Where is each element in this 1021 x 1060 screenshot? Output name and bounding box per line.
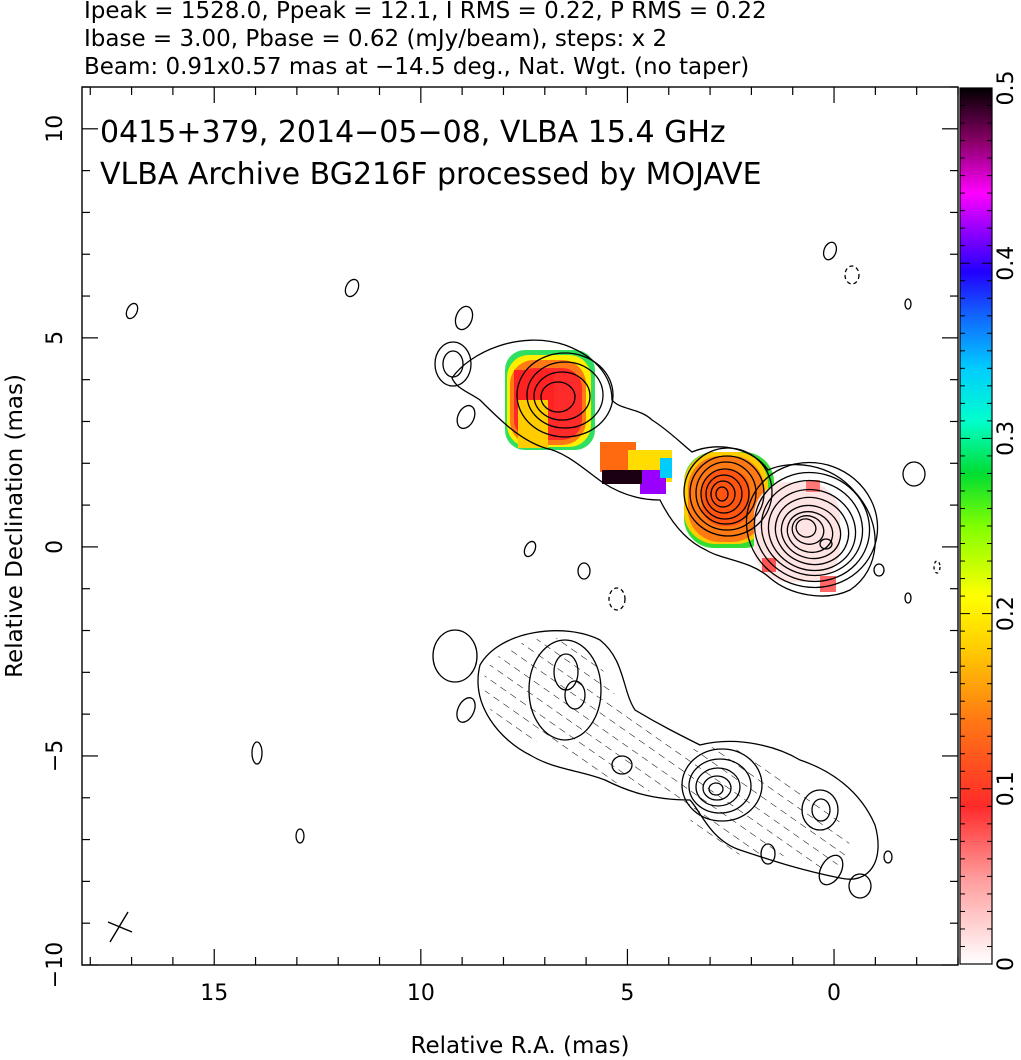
lower-contour-b-5 xyxy=(708,782,724,796)
x-axis-label: Relative R.A. (mas) xyxy=(411,1033,630,1059)
intensity-contours-upper xyxy=(125,241,941,611)
plot-frame xyxy=(81,86,959,966)
lower-blob-8 xyxy=(883,850,893,864)
header-line-3: Beam: 0.91x0.57 mas at −14.5 deg., Nat. … xyxy=(84,54,749,80)
blob-11 xyxy=(577,562,591,580)
beam-marker xyxy=(107,911,133,943)
lower-contour-b-3 xyxy=(695,767,741,807)
intensity-contours-lower xyxy=(251,629,893,899)
lower-blob-2 xyxy=(456,697,476,723)
lower-contour-b-4 xyxy=(702,775,732,801)
blob-12 xyxy=(608,587,626,611)
colorbar-tick-label: 0.5 xyxy=(994,71,1019,106)
x-tick-label: 10 xyxy=(407,981,435,1006)
contour-b-4 xyxy=(700,468,750,520)
contour-b-1 xyxy=(683,447,773,537)
contour-core-5 xyxy=(774,496,850,566)
contour-b-6 xyxy=(710,480,736,508)
x-tick-label: 5 xyxy=(620,981,634,1006)
lower-contour-b-2 xyxy=(688,758,752,814)
hatched-jet-region xyxy=(484,638,850,871)
lower-blob-1 xyxy=(432,629,478,683)
contour-core-9 xyxy=(795,518,817,538)
y-tick-label: −5 xyxy=(43,740,68,772)
lower-contour-d xyxy=(611,755,633,775)
header: Ipeak = 1528.0, Ppeak = 12.1, I RMS = 0.… xyxy=(84,0,767,80)
blob-14 xyxy=(904,592,912,604)
blob-9 xyxy=(902,461,926,487)
contour-a-2 xyxy=(526,361,604,429)
colorbar-gradient xyxy=(960,88,992,964)
blob-1 xyxy=(434,341,472,387)
blob-1-inner xyxy=(442,350,464,378)
contour-b-2 xyxy=(689,455,765,531)
x-tick-label: 0 xyxy=(827,981,841,1006)
contour-core-8 xyxy=(791,515,825,545)
pol-bridge-cyan xyxy=(660,458,672,478)
pol-region-core-spot1 xyxy=(762,558,776,572)
y-axis-label: Relative Declination (mas) xyxy=(2,374,28,678)
blob-3 xyxy=(456,404,476,430)
blob-15 xyxy=(933,560,941,574)
x-tick-label: 15 xyxy=(200,981,228,1006)
blob-7 xyxy=(844,265,860,285)
y-tick-label: 0 xyxy=(43,540,68,554)
archive-annotation: VLBA Archive BG216F processed by MOJAVE xyxy=(100,157,762,192)
colorbar-tick-label: 0.2 xyxy=(994,596,1019,631)
colorbar-tick-label: 0.4 xyxy=(994,246,1019,281)
lower-blob-4 xyxy=(295,828,305,844)
contour-b-7 xyxy=(715,486,729,502)
colorbar-tick-label: 0.3 xyxy=(994,421,1019,456)
blob-13 xyxy=(873,563,885,577)
header-line-2: Ibase = 3.00, Pbase = 0.62 (mJy/beam), s… xyxy=(84,26,667,52)
lower-blob-5 xyxy=(760,843,776,865)
pol-region-a-tail xyxy=(518,400,548,448)
contour-core-3 xyxy=(760,479,864,577)
contour-a-1 xyxy=(516,352,614,438)
blob-6 xyxy=(822,241,838,261)
blob-10 xyxy=(523,540,537,558)
pol-region-b-core xyxy=(702,470,750,526)
lower-contour-a-3 xyxy=(564,680,586,710)
blob-8 xyxy=(904,298,912,310)
blob-2 xyxy=(454,305,474,331)
lower-jet-outer-contour xyxy=(477,630,879,880)
y-axis-ticks: 10 5 0 −5 −10 xyxy=(43,86,958,988)
colorbar-ticks: 0 0.1 0.2 0.3 0.4 0.5 xyxy=(960,71,1019,971)
contour-core-6 xyxy=(780,504,842,560)
contour-core-2 xyxy=(753,471,871,583)
pol-region-core-spot2 xyxy=(820,576,836,592)
blob-5 xyxy=(344,278,360,298)
lower-blob-3 xyxy=(251,741,263,765)
contour-b-3 xyxy=(695,461,757,525)
contour-b-5 xyxy=(705,474,743,514)
blob-4 xyxy=(125,302,139,320)
lower-contour-b-1 xyxy=(681,748,763,822)
contour-a-4 xyxy=(540,381,576,413)
colorbar-tick-label: 0.1 xyxy=(994,771,1019,806)
contour-a-3 xyxy=(533,371,591,421)
y-tick-label: 5 xyxy=(43,331,68,345)
lower-contour-c-1 xyxy=(801,789,839,831)
plot-area: 0415+379, 2014−05−08, VLBA 15.4 GHz VLBA… xyxy=(100,115,941,943)
pol-bridge-dark xyxy=(602,470,642,484)
contour-core-7 xyxy=(786,510,834,554)
lower-contour-c-2 xyxy=(811,798,831,822)
colorbar-tick-label: 0 xyxy=(994,957,1019,971)
contour-core-4 xyxy=(767,488,857,572)
y-tick-label: −10 xyxy=(43,942,68,988)
x-axis-ticks: 15 10 5 0 xyxy=(89,87,959,1006)
source-annotation: 0415+379, 2014−05−08, VLBA 15.4 GHz xyxy=(100,115,726,150)
contour-core-1 xyxy=(745,461,879,589)
colorbar: 0 0.1 0.2 0.3 0.4 0.5 xyxy=(959,71,1019,971)
lower-blob-6 xyxy=(818,854,844,886)
jet-outer-contour xyxy=(451,339,876,597)
lower-blob-7 xyxy=(848,873,872,899)
contour-core-10 xyxy=(819,538,833,550)
y-tick-label: 10 xyxy=(43,115,68,143)
lower-contour-a-1 xyxy=(528,639,602,741)
header-line-1: Ipeak = 1528.0, Ppeak = 12.1, I RMS = 0.… xyxy=(84,0,767,24)
